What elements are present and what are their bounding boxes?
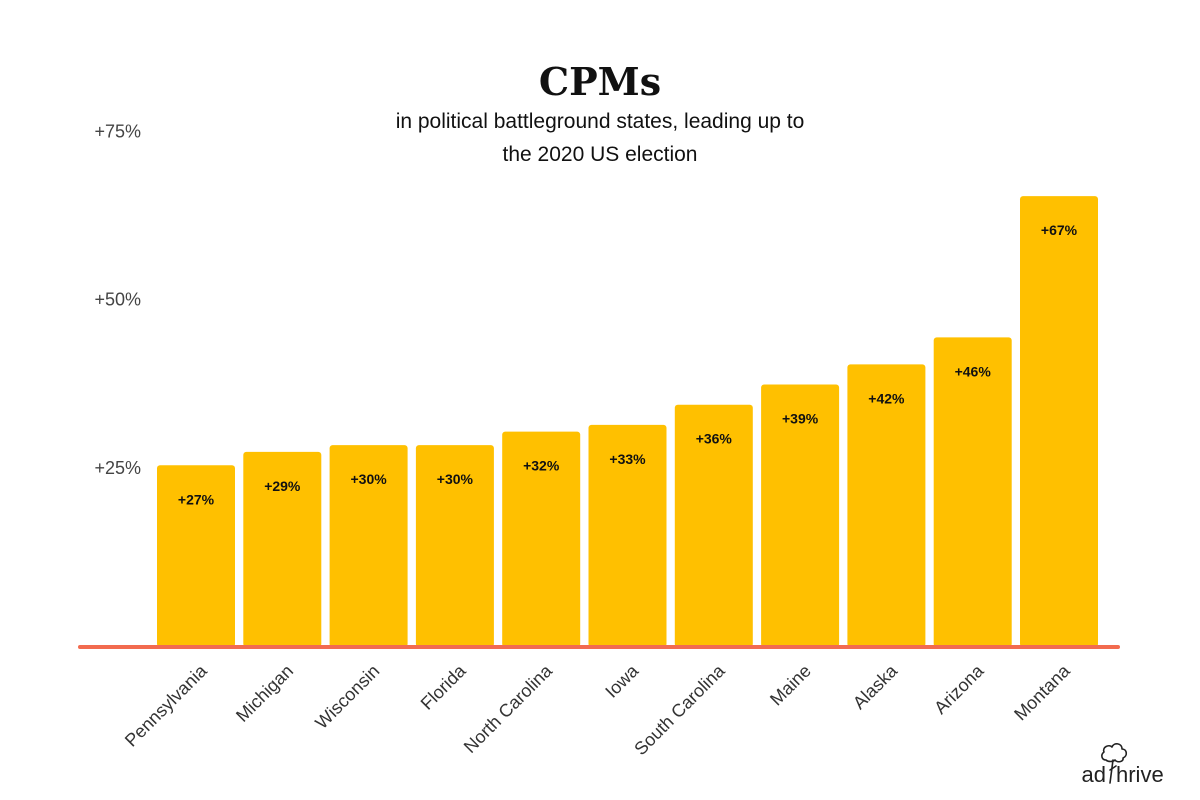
bar (933, 337, 1012, 647)
chart-subtitle-line-1: in political battleground states, leadin… (396, 110, 805, 133)
category-labels: Pennsylvania Michigan Wisconsin FloridaNort… (121, 660, 1075, 759)
bar-value-label: +42% (868, 390, 905, 406)
category-label: Florida (417, 660, 471, 714)
bar-value-label: +30% (350, 471, 387, 487)
bar (157, 465, 235, 647)
category-label: Pennsylvania (121, 660, 212, 751)
category-label: Iowa (601, 660, 643, 702)
logo-text-right: hrive (1116, 762, 1164, 787)
category-label: Maine (766, 661, 815, 710)
bar (1020, 196, 1098, 647)
logo-text-left: ad (1082, 762, 1106, 787)
bar-value-label: +67% (1041, 222, 1078, 238)
y-tick-label: +50% (94, 290, 141, 310)
bar (847, 364, 926, 647)
bar (329, 445, 408, 647)
category-label: South Carolina (630, 660, 729, 759)
bar-value-label: +33% (609, 451, 646, 467)
category-label: Michigan (232, 661, 297, 726)
bar (502, 431, 581, 647)
bar-value-label: +27% (178, 491, 215, 507)
bars (157, 196, 1098, 647)
chart-title: CPMs (539, 59, 661, 104)
bar-value-label: +36% (696, 431, 733, 447)
category-label: Alaska (849, 660, 902, 713)
bar (243, 451, 322, 647)
y-tick-label: +75% (94, 121, 141, 141)
category-label: Arizona (930, 660, 988, 718)
bar-value-label: +29% (264, 478, 301, 494)
bar-value-labels: +27% +29% +30% +30% +32% +33% +36% +39% +42% +46%… (178, 222, 1078, 507)
adthrive-logo: ad hrive (1082, 743, 1164, 787)
tree-icon (1101, 743, 1128, 784)
category-label: Montana (1010, 660, 1074, 724)
bar-value-label: +30% (437, 471, 474, 487)
bar (761, 384, 840, 647)
bar-value-label: +39% (782, 411, 819, 427)
chart-subtitle-line-2: the 2020 US election (503, 143, 698, 166)
bar (674, 404, 753, 647)
category-label: North Carolina (460, 660, 557, 757)
bar (415, 445, 494, 647)
bar (588, 424, 667, 647)
y-axis-ticks: +25% +50% +75% (94, 121, 141, 478)
bar-value-label: +32% (523, 458, 560, 474)
y-tick-label: +25% (94, 458, 141, 478)
category-label: Wisconsin (311, 661, 383, 733)
bar-value-label: +46% (955, 363, 992, 379)
